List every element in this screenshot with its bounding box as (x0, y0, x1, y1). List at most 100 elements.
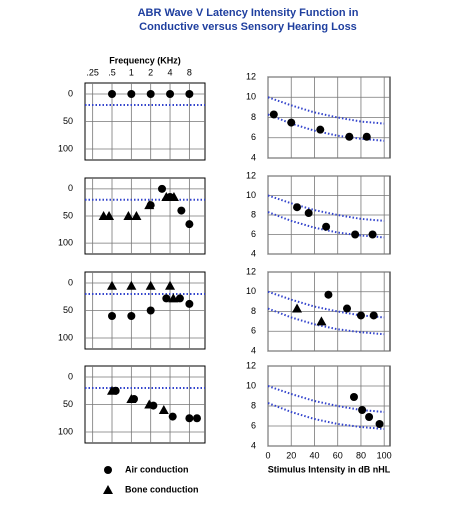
circle-point (349, 393, 358, 401)
y-tick-label: 100 (58, 426, 73, 436)
y-tick-label: 50 (63, 116, 73, 126)
x-tick-label: .25 (86, 67, 99, 77)
y-tick-label: 6 (251, 229, 256, 239)
x-tick-label: 80 (356, 450, 366, 460)
subtitle: Conductive versus Sensory Hearing Loss (139, 21, 357, 33)
y-tick-label: 12 (246, 170, 256, 180)
triangle-point (131, 211, 142, 220)
circle-point (362, 132, 371, 141)
norm-curve (267, 385, 385, 413)
circle-point (304, 209, 313, 218)
circle-point (185, 220, 194, 229)
triangle-point (165, 280, 176, 290)
y-tick-label: 100 (58, 143, 73, 153)
y-tick-label: 6 (251, 420, 256, 430)
circle-point (365, 413, 374, 421)
y-tick-label: 50 (63, 305, 73, 315)
circle-point (108, 312, 117, 320)
triangle-point (126, 280, 137, 290)
circle-point (358, 406, 367, 414)
y-tick-label: 12 (246, 266, 256, 276)
circle-point (293, 203, 302, 212)
y-tick-label: 12 (246, 71, 256, 81)
y-tick-label: 4 (251, 248, 256, 258)
triangle-point (107, 280, 118, 290)
x-tick-label: .5 (108, 67, 116, 77)
circle-point (158, 184, 167, 193)
circle-point (166, 90, 175, 98)
x-tick-label: 8 (187, 67, 192, 77)
circle-point (185, 90, 194, 98)
x-tick-label: 20 (286, 450, 296, 460)
circle-point (316, 125, 325, 134)
norm-curve (267, 96, 385, 125)
norm-curve (267, 194, 385, 222)
title: ABR Wave V Latency Intensity Function in (138, 7, 359, 19)
y-tick-label: 100 (58, 238, 73, 248)
y-tick-label: 6 (251, 326, 256, 336)
x-axis-label: Stimulus Intensity in dB nHL (268, 464, 391, 474)
triangle-point (104, 211, 115, 220)
y-tick-label: 10 (246, 380, 256, 390)
triangle-point (144, 200, 155, 210)
triangle-point (158, 405, 169, 414)
circle-point (375, 420, 384, 428)
y-tick-label: 10 (246, 92, 256, 102)
circle-point (185, 414, 194, 423)
x-tick-label: 40 (309, 450, 319, 460)
circle-point (351, 230, 360, 239)
y-tick-label: 4 (251, 345, 256, 355)
x-axis-label: Frequency (KHz) (109, 55, 181, 65)
triangle-point (145, 280, 156, 290)
circle-point (322, 222, 331, 231)
x-tick-label: 2 (148, 67, 153, 77)
triangle-point (161, 192, 172, 201)
y-tick-label: 8 (251, 209, 256, 219)
circle-point (108, 90, 117, 98)
y-tick-label: 0 (68, 88, 73, 98)
y-tick-label: 10 (246, 286, 256, 296)
y-tick-label: 6 (251, 132, 256, 142)
circle-point (146, 90, 155, 98)
circle-point (287, 118, 296, 127)
circle-point (146, 306, 155, 315)
circle-point (185, 299, 194, 308)
y-tick-label: 0 (68, 183, 73, 193)
y-tick-label: 10 (246, 190, 256, 200)
triangle-point (168, 293, 179, 303)
y-tick-label: 4 (251, 440, 256, 450)
legend-label: Air conduction (125, 464, 189, 474)
y-tick-label: 8 (251, 400, 256, 410)
triangle-point (123, 211, 134, 220)
circle-point (177, 206, 186, 215)
triangle-point (316, 316, 327, 326)
y-tick-label: 100 (58, 332, 73, 342)
y-tick-label: 8 (251, 306, 256, 316)
circle-point (343, 304, 352, 313)
y-tick-label: 50 (63, 399, 73, 409)
x-tick-label: 60 (333, 450, 343, 460)
x-tick-label: 100 (377, 450, 392, 460)
circle-point (127, 90, 136, 98)
circle-point (369, 311, 378, 320)
circle-point (368, 230, 377, 239)
legend-label: Bone conduction (125, 484, 199, 494)
y-tick-label: 8 (251, 112, 256, 122)
y-tick-label: 50 (63, 210, 73, 220)
triangle-point (292, 303, 303, 313)
circle-point (168, 412, 177, 421)
circle-point (345, 132, 354, 141)
y-tick-label: 0 (68, 277, 73, 287)
circle-point (356, 311, 365, 320)
circle-point (162, 294, 171, 303)
x-tick-label: 0 (265, 450, 270, 460)
circle-point (175, 294, 184, 303)
triangle-point (144, 399, 155, 409)
circle-point (192, 414, 201, 423)
circle-point (324, 290, 333, 299)
y-tick-label: 12 (246, 360, 256, 370)
circle-point (127, 312, 136, 320)
triangle-point (168, 192, 179, 201)
x-tick-label: 4 (168, 67, 173, 77)
